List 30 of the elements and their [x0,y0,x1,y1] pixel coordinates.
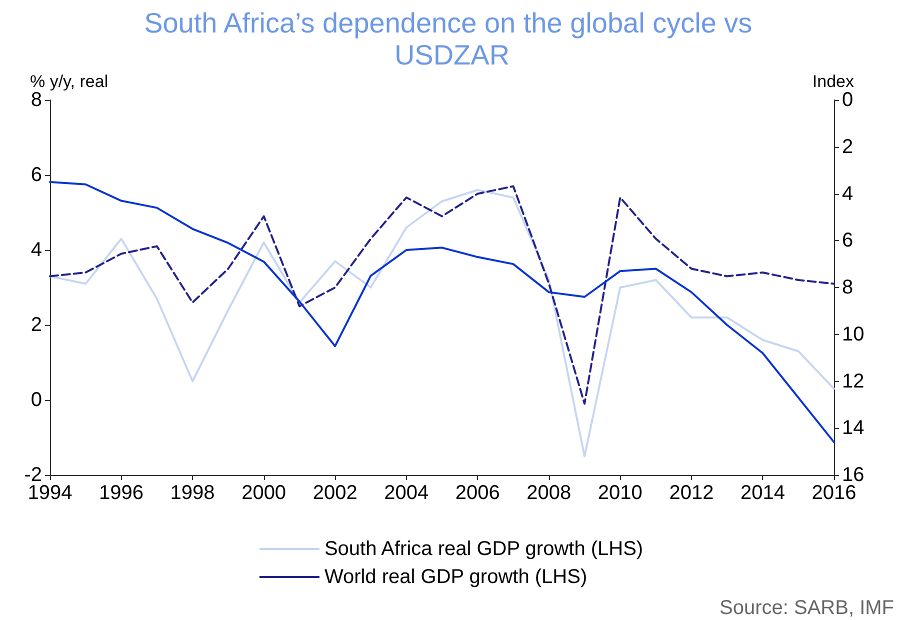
y-tick-label: 6 [30,164,42,186]
x-tick-label: 2000 [242,482,286,504]
y-tick-label: 0 [30,389,42,411]
legend-label: South Africa real GDP growth (LHS) [324,538,644,560]
y-tick-label: 8 [30,89,42,111]
x-tick-label: 1998 [170,482,215,504]
line-series [49,185,835,405]
y2-axis-title: Index [812,72,854,92]
chart-title: South Africa’s dependence on the global cycle vs USDZAR [144,8,760,70]
y2-tick-label: 4 [842,182,854,205]
y2-tick-label: 10 [842,323,864,346]
y2-tick-label: 12 [842,370,864,392]
x-tick-label: 2014 [740,482,785,504]
x-tick-label: 2012 [669,482,714,504]
x-tick-label: 2004 [384,482,429,504]
y2-tick-label: 0 [842,89,854,111]
x-tick-label: 2002 [312,482,358,504]
source-note: Source: SARB, IMF [720,597,894,619]
x-tick-label: 2006 [455,482,500,504]
y2-tick-label: 2 [842,136,854,158]
x-tick-label: 1996 [99,482,144,504]
y-axis-title: % y/y, real [30,72,108,92]
x-tick-label: 2008 [526,482,572,504]
y2-tick-label: 6 [842,230,854,252]
legend-label: World real GDP growth (LHS) [324,566,588,588]
y-tick-label: 2 [30,314,42,336]
y2-tick-label: 8 [842,276,854,298]
x-tick-label: 2010 [598,482,642,504]
y-tick-label: 4 [30,239,42,261]
y2-tick-label: 14 [842,417,864,440]
